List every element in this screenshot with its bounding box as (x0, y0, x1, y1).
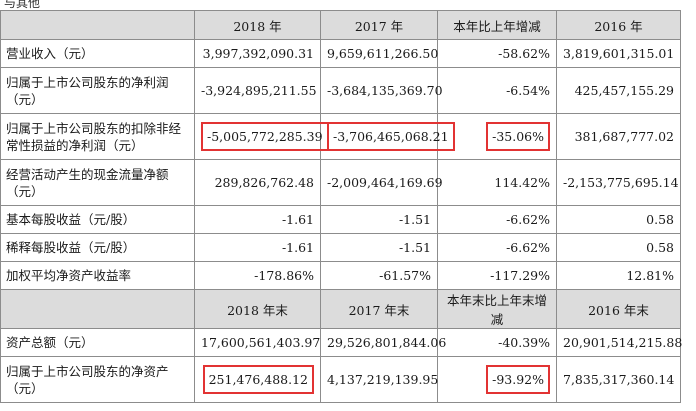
value-cell: -178.86% (194, 261, 321, 290)
value-cell: -2,153,775,695.14 (556, 159, 681, 206)
value-cell: -3,706,465,068.21 (320, 113, 455, 160)
value-cell: 0.58 (556, 205, 681, 234)
table-row: 归属于上市公司股东的扣除非经常性损益的净利润（元） -5,005,772,285.… (0, 113, 681, 160)
value-cell: 425,457,155.29 (556, 67, 681, 114)
value-cell: -40.39% (437, 328, 557, 357)
table-row: 加权平均净资产收益率 -178.86% -61.57% -117.29% 12.81% (0, 261, 681, 290)
table-row: 稀释每股收益（元/股） -1.61 -1.51 -6.62% 0.58 (0, 233, 681, 262)
value-cell: -1.51 (320, 233, 438, 262)
column-header: 本年末比上年末增减 (437, 289, 557, 329)
column-header: 2018 年 (194, 10, 321, 40)
value-cell: -5,005,772,285.39 (194, 113, 329, 160)
row-label: 经营活动产生的现金流量净额（元） (0, 159, 195, 206)
value-cell: -58.62% (437, 39, 557, 68)
value-cell: 251,476,488.12 (194, 356, 321, 403)
highlight-box: -35.06% (486, 122, 550, 151)
row-label: 基本每股收益（元/股） (0, 205, 195, 234)
value-cell: 3,819,601,315.01 (556, 39, 681, 68)
row-label: 归属于上市公司股东的扣除非经常性损益的净利润（元） (0, 113, 195, 160)
value-cell: 381,687,777.02 (556, 113, 681, 160)
highlight-box: -3,706,465,068.21 (327, 122, 455, 151)
table-header-row: 2018 年 2017 年本年比上年增减 2016 年 (0, 10, 681, 40)
value-cell: -117.29% (437, 261, 557, 290)
value-cell: -6.54% (437, 67, 557, 114)
column-header: 2017 年末 (320, 289, 438, 329)
value-cell: -1.61 (194, 205, 321, 234)
column-header: 2016 年 (556, 10, 681, 40)
table-header-row: 2018 年末 2017 年末 本年末比上年末增减 2016 年末 (0, 289, 681, 329)
value-cell: 289,826,762.48 (194, 159, 321, 206)
column-header: 本年比上年增减 (437, 10, 557, 40)
value-cell: 12.81% (556, 261, 681, 290)
value-cell: 9,659,611,266.50 (320, 39, 438, 68)
value-cell: -35.06% (437, 113, 557, 160)
value-cell: 4,137,219,139.95 (320, 356, 438, 403)
column-header: 2018 年末 (194, 289, 321, 329)
value-cell: 29,526,801,844.06 (320, 328, 446, 357)
value-cell: 7,835,317,360.14 (556, 356, 681, 403)
value-cell: -93.92% (437, 356, 557, 403)
table-row: 归属于上市公司股东的净资产（元） 251,476,488.12 4,137,219,… (0, 356, 681, 403)
row-label: 加权平均净资产收益率 (0, 261, 195, 290)
table-row: 经营活动产生的现金流量净额（元） 289,826,762.48 -2,009,464… (0, 159, 681, 206)
table-row: 归属于上市公司股东的净利润（元） -3,924,895,211.55 -3,684,… (0, 67, 681, 114)
value-cell: 17,600,561,403.97 (194, 328, 321, 357)
value-cell: -1.51 (320, 205, 438, 234)
column-header: 2016 年末 (556, 289, 681, 329)
table-row: 基本每股收益（元/股） -1.61 -1.51 -6.62% 0.58 (0, 205, 681, 234)
value-cell: -6.62% (437, 233, 557, 262)
value-cell: -6.62% (437, 205, 557, 234)
financial-summary-table: 2018 年 2017 年本年比上年增减 2016 年营业收入（元） 3,997,39… (0, 10, 682, 403)
column-header: 2017 年 (320, 10, 438, 40)
row-label: 资产总额（元） (0, 328, 195, 357)
value-cell: -3,924,895,211.55 (194, 67, 321, 114)
highlight-box: -93.92% (486, 365, 550, 394)
header-blank-cell (0, 10, 195, 40)
table-row: 资产总额（元） 17,600,561,403.97 29,526,801,844.0… (0, 328, 682, 357)
value-cell: -1.61 (194, 233, 321, 262)
value-cell: 3,997,392,090.31 (194, 39, 321, 68)
row-label: 营业收入（元） (0, 39, 195, 68)
value-cell: 0.58 (556, 233, 681, 262)
value-cell: -61.57% (320, 261, 438, 290)
row-label: 归属于上市公司股东的净资产（元） (0, 356, 195, 403)
value-cell: 114.42% (437, 159, 557, 206)
row-label: 稀释每股收益（元/股） (0, 233, 195, 262)
value-cell: -2,009,464,169.69 (320, 159, 443, 206)
row-label: 归属于上市公司股东的净利润（元） (0, 67, 195, 114)
header-blank-cell (0, 289, 195, 329)
highlight-box: -5,005,772,285.39 (201, 122, 329, 151)
value-cell: -3,684,135,369.70 (320, 67, 443, 114)
value-cell: 20,901,514,215.88 (556, 328, 682, 357)
highlight-box: 251,476,488.12 (202, 365, 314, 394)
cropped-top-fragment: 与其他 (4, 0, 41, 10)
table-row: 营业收入（元） 3,997,392,090.31 9,659,611,266.50-… (0, 39, 681, 68)
